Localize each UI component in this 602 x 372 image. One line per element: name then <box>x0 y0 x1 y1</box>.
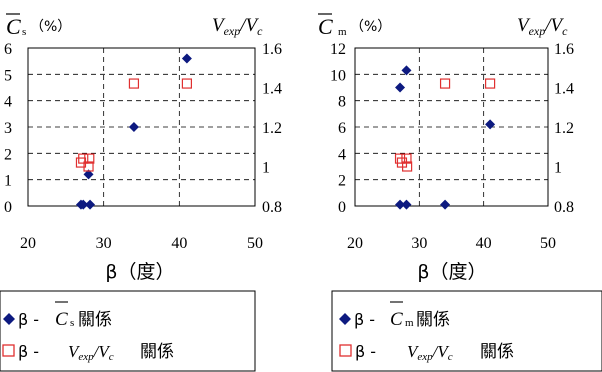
square-marker <box>485 78 496 89</box>
diamond-marker <box>128 122 139 132</box>
left-tick-label: 4 <box>338 146 346 163</box>
x-axis-title-left: β（度） <box>105 261 174 283</box>
left-axis-unit: （%） <box>30 19 71 35</box>
left-tick-label: 2 <box>4 146 12 163</box>
right-axis-ticks-right: 0.8 1 1.2 1.4 1.6 <box>554 41 574 216</box>
diamond-marker <box>401 65 412 76</box>
right-tick-label: 1.2 <box>554 120 574 137</box>
left-tick-label: 1 <box>4 173 12 190</box>
legend-item1-prefix: β - <box>354 310 375 329</box>
legend-item1-suffix: 關係 <box>416 310 450 330</box>
left-axis-symbol: C <box>6 14 21 39</box>
legend-item2-ratio: Vexp/Vc <box>68 342 114 363</box>
grid-left <box>27 47 256 207</box>
square-marker <box>83 161 94 172</box>
right-tick-label: 0.8 <box>554 199 574 216</box>
left-axis-unit: （%） <box>350 19 391 35</box>
markers-left <box>75 53 192 210</box>
x-tick-label: 30 <box>411 235 427 252</box>
x-tick-label: 50 <box>247 235 263 252</box>
diamond-marker <box>485 119 496 130</box>
x-tick-label: 30 <box>96 235 112 252</box>
left-tick-label: 8 <box>338 94 346 111</box>
left-axis-ticks-right: 0 2 4 6 8 10 12 <box>330 41 346 216</box>
legend-item2-prefix: β - <box>355 342 376 361</box>
right-axis-title-right: Vexp/Vc <box>517 15 568 38</box>
diamond-marker <box>181 53 192 64</box>
square-marker <box>402 161 413 172</box>
legend-box <box>331 290 602 372</box>
x-axis-title-right: β（度） <box>417 261 486 283</box>
left-axis-symbol: C <box>318 14 333 39</box>
legend-item2-ratio: Vexp/Vc <box>407 342 453 363</box>
right-axis-ticks-left: 0.8 1 1.2 1.4 1.6 <box>262 41 282 216</box>
left-tick-label: 6 <box>338 120 346 137</box>
x-axis-ticks-right: 20 30 40 50 <box>347 235 556 252</box>
right-tick-label: 1.6 <box>554 41 574 58</box>
legend-item1-symbol: C <box>55 309 68 330</box>
legend-item1-symbol: C <box>390 309 403 330</box>
diamond-marker <box>395 199 406 210</box>
legend-item2-suffix: 關係 <box>480 342 514 362</box>
legend-diamond-icon <box>339 313 351 325</box>
chart-left: 0 1 2 3 4 5 6 0.8 1 1.2 1.4 1.6 20 30 40 50 C s （%） V… <box>0 13 282 372</box>
left-tick-label: 4 <box>4 94 12 111</box>
left-tick-label: 3 <box>4 120 12 137</box>
x-tick-label: 20 <box>20 235 36 252</box>
left-tick-label: 12 <box>330 41 346 58</box>
legend-item2-prefix: β - <box>18 342 39 361</box>
left-tick-label: 0 <box>4 199 12 216</box>
legend-item1-sub: m <box>405 317 414 329</box>
square-marker <box>78 153 89 164</box>
legend-item1-sub: s <box>70 317 74 329</box>
right-tick-label: 0.8 <box>262 199 282 216</box>
square-marker <box>128 78 140 89</box>
left-axis-subscript: s <box>22 26 26 38</box>
chart-right: 0 2 4 6 8 10 12 0.8 1 1.2 1.4 1.6 20 30 40 50 C m （%）… <box>318 13 602 372</box>
x-tick-label: 40 <box>171 235 187 252</box>
square-marker <box>439 78 451 89</box>
left-axis-title-left: C s （%） <box>6 13 71 39</box>
legend-box <box>0 290 256 372</box>
legend-square-icon <box>339 344 352 357</box>
right-axis-title-left: Vexp/Vc <box>212 15 263 38</box>
x-axis-ticks-left: 20 30 40 50 <box>20 235 263 252</box>
right-tick-label: 1.2 <box>262 120 282 137</box>
diamond-marker <box>440 199 451 210</box>
diamond-marker <box>395 82 406 93</box>
left-tick-label: 6 <box>4 41 12 58</box>
left-axis-title-right: C m （%） <box>318 13 391 39</box>
markers-right <box>394 65 496 210</box>
square-marker <box>181 78 192 89</box>
diamond-marker <box>401 199 412 210</box>
square-marker <box>401 153 412 164</box>
right-tick-label: 1 <box>262 160 270 177</box>
left-tick-label: 5 <box>4 67 12 84</box>
left-axis-ticks-left: 0 1 2 3 4 5 6 <box>4 41 12 216</box>
x-tick-label: 20 <box>347 235 363 252</box>
x-tick-label: 50 <box>540 235 556 252</box>
right-tick-label: 1.4 <box>262 81 282 98</box>
legend-item1-prefix: β - <box>18 310 39 329</box>
right-tick-label: 1.6 <box>262 41 282 58</box>
x-tick-label: 40 <box>476 235 492 252</box>
plot-frame-right <box>354 47 549 207</box>
diamond-marker <box>78 199 89 210</box>
legend-left: β - C s 關係 β - Vexp/Vc 關係 <box>0 290 256 372</box>
diamond-marker <box>85 199 96 210</box>
left-tick-label: 0 <box>338 199 346 216</box>
left-tick-label: 2 <box>338 173 346 190</box>
right-tick-label: 1 <box>554 160 562 177</box>
legend-item1-suffix: 關係 <box>78 310 112 330</box>
diamond-marker <box>83 169 94 180</box>
left-axis-subscript: m <box>338 26 347 38</box>
left-tick-label: 10 <box>330 67 346 84</box>
legend-right: β - C m 關係 β - Vexp/Vc 關係 <box>331 290 602 372</box>
square-marker <box>84 153 95 164</box>
legend-diamond-icon <box>3 313 15 325</box>
legend-square-icon <box>2 344 15 357</box>
legend-item2-suffix: 關係 <box>140 342 174 362</box>
right-tick-label: 1.4 <box>554 81 574 98</box>
